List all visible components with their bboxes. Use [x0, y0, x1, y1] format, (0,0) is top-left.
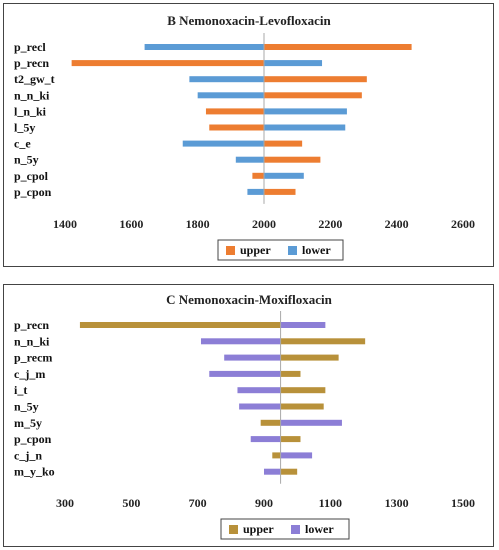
bar-upper-n-5y — [264, 156, 321, 163]
bar-upper-p-recl — [264, 44, 412, 50]
legend-label-lower: lower — [305, 522, 334, 536]
bar-lower-p-cpol — [264, 172, 304, 179]
category-label: n_n_ki — [14, 334, 50, 348]
category-label: p_recn — [14, 318, 49, 332]
chart-title: B Nemonoxacin-Levofloxacin — [167, 13, 331, 28]
bar-lower-p-cpon — [247, 188, 264, 195]
bar-lower-c-j-n — [280, 452, 313, 459]
bar-lower-n-5y — [235, 156, 264, 163]
chart-title: C Nemonoxacin-Moxifloxacin — [166, 292, 333, 307]
category-label: p_recm — [14, 351, 52, 365]
legend-box — [220, 518, 350, 540]
category-label: p_recl — [14, 40, 46, 54]
bar-upper-c-j-n — [272, 452, 281, 459]
bar-upper-m-y-ko — [280, 468, 298, 475]
x-tick-label: 300 — [56, 496, 74, 510]
category-label: l_n_ki — [14, 104, 47, 118]
category-label: c_j_n — [14, 448, 42, 462]
bar-lower-p-cpon — [250, 436, 281, 443]
bar-lower-l-n-ki — [264, 108, 347, 115]
bar-upper-l-5y — [209, 124, 264, 131]
bar-upper-n-5y — [280, 403, 324, 410]
bar-upper-p-cpon — [264, 188, 296, 195]
x-tick-label: 900 — [255, 496, 273, 510]
bar-lower-c-e — [182, 140, 264, 147]
x-tick-label: 500 — [122, 496, 140, 510]
x-tick-label: 1400 — [53, 217, 77, 231]
chart-moxifloxacin-svg: C Nemonoxacin-Moxifloxacin p_recn n_n_ki p_… — [14, 292, 475, 540]
bar-lower-l-5y — [264, 124, 346, 131]
category-label: n_5y — [14, 400, 39, 414]
bar-upper-n-n-ki — [264, 92, 362, 99]
bar-lower-n-5y — [239, 403, 281, 410]
legend-label-lower: lower — [302, 243, 331, 257]
category-label: p_cpol — [14, 169, 49, 183]
category-label: p_recn — [14, 56, 49, 70]
category-label: p_cpon — [14, 432, 52, 446]
x-tick-label: 1800 — [186, 217, 210, 231]
category-label: m_y_ko — [14, 465, 55, 479]
legend-swatch-lower — [288, 246, 297, 255]
x-tick-label: 1500 — [451, 496, 475, 510]
x-tick-label: 700 — [189, 496, 207, 510]
bar-upper-p-cpol — [252, 172, 264, 179]
bar-upper-l-n-ki — [205, 108, 264, 115]
x-tick-label: 2200 — [318, 217, 342, 231]
bar-upper-c-e — [264, 140, 303, 147]
x-tick-label: 1300 — [385, 496, 409, 510]
category-label: t2_gw_t — [14, 72, 55, 86]
legend-swatch-upper — [226, 246, 235, 255]
legend-swatch-lower — [291, 525, 300, 534]
x-tick-label: 2000 — [252, 217, 276, 231]
bar-lower-p-recn — [264, 60, 323, 67]
x-tick-label: 1600 — [119, 217, 143, 231]
bar-upper-t2-gw-t — [264, 76, 367, 83]
bar-upper-i-t — [280, 387, 326, 394]
chart-panel-moxifloxacin: C Nemonoxacin-Moxifloxacin p_recn n_n_ki p_… — [3, 284, 494, 547]
bar-lower-m-y-ko — [264, 468, 281, 475]
bar-upper-n-n-ki — [280, 338, 366, 345]
bar-upper-p-recn — [71, 60, 264, 67]
legend-box — [217, 239, 344, 261]
bar-upper-m-5y — [260, 419, 281, 426]
legend-label-upper: upper — [243, 522, 274, 536]
x-tick-label: 2400 — [385, 217, 409, 231]
category-label: l_5y — [14, 121, 35, 135]
bar-lower-c-j-m — [209, 370, 281, 377]
category-label: p_cpon — [14, 185, 52, 199]
x-tick-label: 2600 — [451, 217, 475, 231]
bar-lower-t2-gw-t — [189, 76, 264, 83]
bar-upper-p-recn — [79, 322, 281, 328]
category-label: i_t — [14, 383, 27, 397]
legend-label-upper: upper — [240, 243, 271, 257]
legend-swatch-upper — [229, 525, 238, 534]
chart-levofloxacin-svg: B Nemonoxacin-Levofloxacin p_recl p_recn t2… — [14, 13, 475, 261]
category-label: c_e — [14, 137, 31, 151]
bar-lower-n-n-ki — [197, 92, 264, 99]
bar-lower-p-recl — [144, 44, 264, 50]
bar-lower-m-5y — [280, 419, 342, 426]
category-label: c_j_m — [14, 367, 45, 381]
bar-upper-p-recm — [280, 354, 339, 361]
category-label: m_5y — [14, 416, 42, 430]
bar-lower-i-t — [237, 387, 281, 394]
bar-upper-c-j-m — [280, 370, 301, 377]
bar-lower-n-n-ki — [200, 338, 281, 345]
category-label: n_n_ki — [14, 88, 50, 102]
x-tick-label: 1100 — [319, 496, 342, 510]
chart-panel-levofloxacin: B Nemonoxacin-Levofloxacin p_recl p_recn t2… — [3, 3, 494, 267]
category-label: n_5y — [14, 153, 39, 167]
bar-lower-p-recm — [224, 354, 281, 361]
bar-lower-p-recn — [280, 322, 326, 328]
bar-upper-p-cpon — [280, 436, 301, 443]
